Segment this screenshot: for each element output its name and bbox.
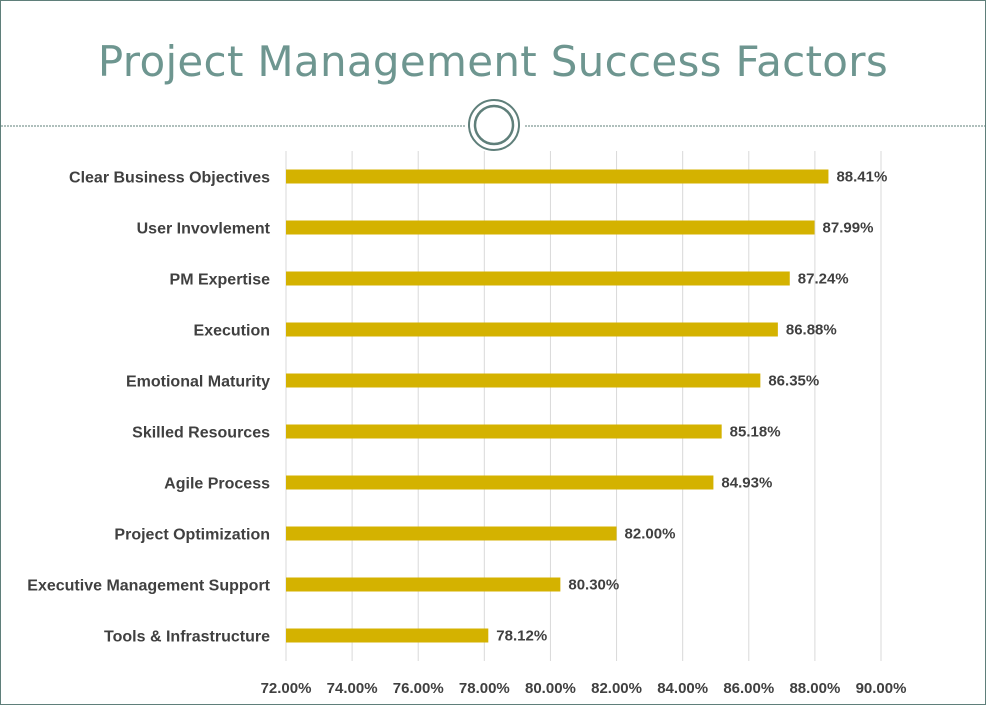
category-label: Execution [194,323,270,340]
x-tick-label: 76.00% [393,680,444,697]
category-label: Agile Process [164,476,270,493]
data-label: 87.99% [823,220,874,237]
category-label: Tools & Infrastructure [104,629,270,646]
bar [286,169,829,184]
grid-lines [285,151,882,661]
data-labels: 88.41% 87.99% 87.24% 86.88% 86.35% 85.18% 84.9… [496,169,887,645]
bar [286,271,790,286]
bars [286,169,829,643]
x-tick-label: 78.00% [459,680,510,697]
data-label: 88.41% [836,169,887,186]
data-label: 86.88% [786,322,837,339]
x-axis-ticks: 72.00% 74.00% 76.00% 78.00% 80.00% 82.00% 84.0… [261,680,907,697]
category-label: Project Optimization [114,527,270,544]
x-tick-label: 84.00% [657,680,708,697]
bar [286,475,714,490]
data-label: 84.93% [721,475,772,492]
bar [286,373,761,388]
category-label: Skilled Resources [132,425,270,442]
data-label: 86.35% [768,373,819,390]
category-label: Clear Business Objectives [69,170,270,187]
x-tick-label: 86.00% [723,680,774,697]
x-tick-label: 74.00% [327,680,378,697]
divider-ring-inner [473,104,515,146]
bar [286,424,722,439]
title-divider [1,99,985,151]
category-label: PM Expertise [170,272,271,289]
category-label: Emotional Maturity [126,374,270,391]
bar [286,628,489,643]
x-tick-label: 88.00% [789,680,840,697]
data-label: 87.24% [798,271,849,288]
bar [286,220,815,235]
data-label: 78.12% [496,628,547,645]
category-label: Executive Management Support [27,578,270,595]
data-label: 80.30% [568,577,619,594]
data-label: 82.00% [625,526,676,543]
data-label: 85.18% [730,424,781,441]
category-labels: Clear Business Objectives User Invovlemen… [27,170,270,646]
bar [286,577,561,592]
category-label: User Invovlement [137,221,271,238]
x-tick-label: 82.00% [591,680,642,697]
x-tick-label: 90.00% [856,680,907,697]
page-title: Project Management Success Factors [97,37,889,86]
bar [286,322,778,337]
bar [286,526,617,541]
x-tick-label: 80.00% [525,680,576,697]
x-tick-label: 72.00% [261,680,312,697]
